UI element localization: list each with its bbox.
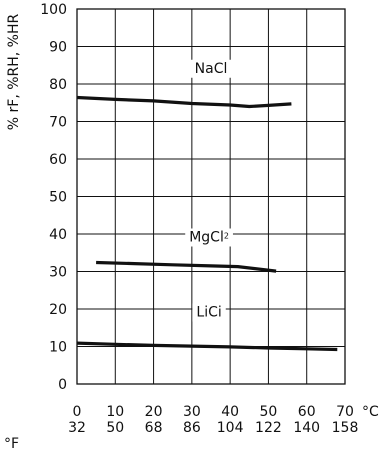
series-label-nacl: NaCl (190, 59, 232, 78)
y-tick-label: 10 (49, 340, 67, 356)
series-line-mgcl2 (96, 260, 277, 273)
x-axis-unit-celsius: °C (362, 404, 379, 420)
x-tick-label-celsius: 20 (145, 404, 163, 420)
x-tick-label-fahrenheit: 122 (255, 420, 282, 436)
series-layer (76, 95, 338, 352)
label-main: LiCi (196, 305, 221, 321)
series-labels: NaCl MgCl2 LiCi (185, 59, 233, 322)
x-tick-label-fahrenheit: 86 (183, 420, 201, 436)
y-tick-label: 40 (49, 227, 67, 243)
series-label-text: NaCl (195, 61, 228, 77)
label-background (192, 303, 226, 322)
y-axis-ticks: 0 10 20 30 40 50 60 70 80 90 100 (40, 2, 67, 393)
label-main: MgCl (189, 230, 224, 246)
x-tick-label-fahrenheit: 140 (293, 420, 320, 436)
series-label-lici: LiCi (192, 303, 226, 322)
y-tick-label: 100 (40, 2, 67, 18)
series-label-text: MgCl2 (189, 230, 229, 246)
x-tick-label-celsius: 50 (260, 404, 278, 420)
x-tick-label-celsius: 70 (336, 404, 354, 420)
x-tick-label-fahrenheit: 50 (106, 420, 124, 436)
x-tick-label-fahrenheit: 158 (332, 420, 359, 436)
x-tick-label-celsius: 40 (221, 404, 239, 420)
label-main: NaCl (195, 61, 228, 77)
y-tick-label: 70 (49, 115, 67, 131)
x-tick-label-celsius: 10 (106, 404, 124, 420)
label-subscript: 2 (224, 232, 229, 241)
x-tick-label-fahrenheit: 68 (145, 420, 163, 436)
y-tick-label: 0 (58, 377, 67, 393)
y-tick-label: 60 (49, 152, 67, 168)
label-background (190, 59, 232, 78)
x-tick-label-celsius: 0 (73, 404, 82, 420)
x-tick-label-celsius: 60 (298, 404, 316, 420)
y-axis-label: % rF, %RH, %HR (6, 13, 22, 130)
series-label-text: LiCi (196, 305, 221, 321)
series-line-nacl (76, 95, 292, 109)
x-tick-label-fahrenheit: 32 (68, 420, 86, 436)
y-tick-label: 50 (49, 190, 67, 206)
series-line-lici (76, 341, 338, 352)
y-tick-label: 80 (49, 77, 67, 93)
y-tick-label: 90 (49, 40, 67, 56)
y-tick-label: 30 (49, 265, 67, 281)
label-background (185, 228, 233, 247)
x-tick-label-fahrenheit: 104 (217, 420, 244, 436)
y-tick-label: 20 (49, 302, 67, 318)
series-label-mgcl2: MgCl2 (185, 228, 233, 247)
x-axis-unit-fahrenheit: °F (4, 436, 19, 452)
x-tick-label-celsius: 30 (183, 404, 201, 420)
plot-frame (76, 8, 346, 385)
